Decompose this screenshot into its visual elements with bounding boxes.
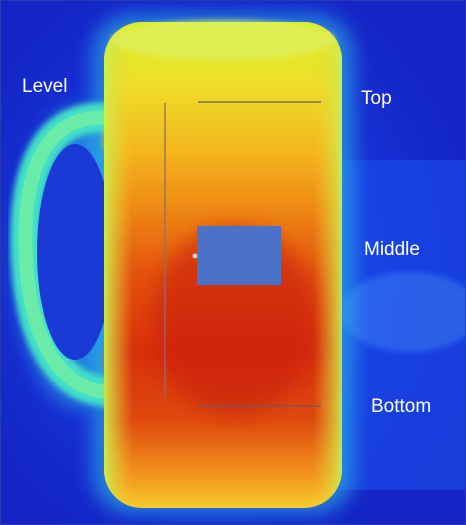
middle-label: Middle [364,239,420,260]
middle-marker-box [197,226,281,285]
bottom-label: Bottom [371,396,432,417]
level-label: Level [22,76,68,97]
top-label: Top [361,88,392,109]
